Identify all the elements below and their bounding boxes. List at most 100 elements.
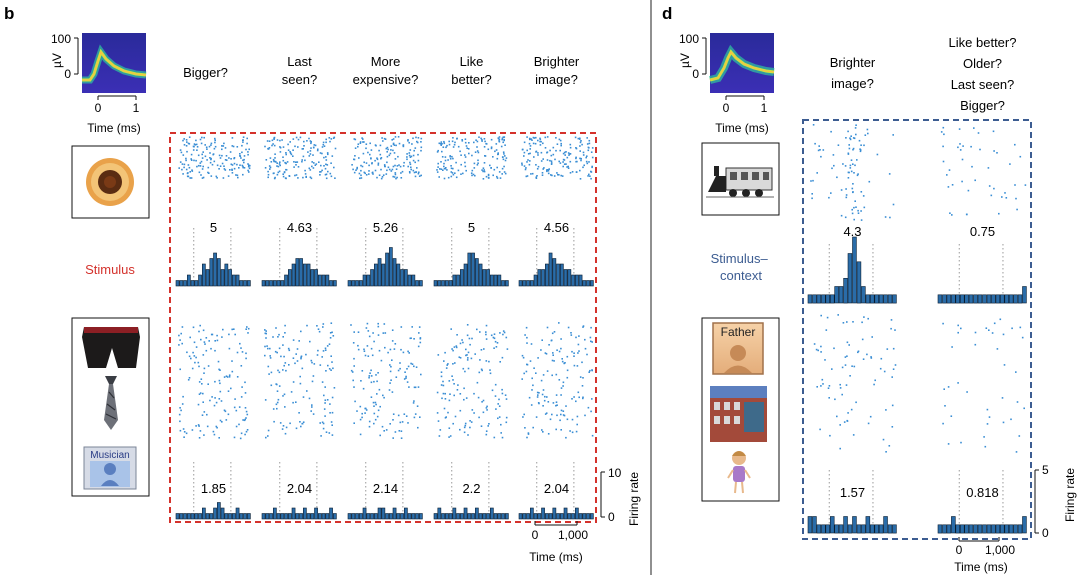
spike-dot: [295, 164, 297, 166]
spike-dot: [469, 343, 471, 346]
spike-dot: [267, 347, 269, 350]
spike-dot: [204, 155, 207, 158]
spike-dot: [216, 339, 219, 342]
spike-dot: [355, 169, 357, 171]
histogram-bar: [280, 280, 285, 287]
spike-dot: [436, 391, 439, 394]
x-axis-label: Time (ms): [954, 560, 1008, 574]
spike-dot: [405, 377, 407, 379]
spike-dot: [569, 143, 572, 146]
stimulus-image-train: [701, 142, 780, 216]
spike-dot: [544, 147, 547, 149]
spike-dot: [304, 169, 306, 172]
spike-dot: [446, 364, 448, 366]
spike-dot: [443, 162, 445, 165]
spike-dot: [560, 338, 562, 340]
spike-dot: [331, 155, 334, 157]
spike-dot: [436, 412, 439, 414]
spike-dot: [957, 382, 959, 384]
spike-dot: [538, 392, 540, 394]
spike-dot: [203, 372, 205, 374]
spike-dot: [851, 187, 854, 190]
peak-firing-rate: 1.85: [201, 481, 226, 496]
peak-firing-rate: 5: [210, 220, 217, 235]
spike-dot: [324, 349, 327, 351]
spike-dot: [178, 334, 180, 337]
spike-dot: [398, 142, 401, 145]
spike-dot: [544, 136, 547, 139]
spike-dot: [961, 180, 963, 183]
spike-dot: [526, 363, 528, 366]
histogram-bar: [1004, 524, 1009, 534]
spike-dot: [179, 429, 182, 432]
histogram-bar: [198, 513, 202, 520]
spike-dot: [551, 359, 554, 362]
spike-dot: [439, 429, 442, 431]
spike-dot: [942, 145, 944, 148]
spike-dot: [443, 140, 445, 143]
spike-dot: [463, 387, 465, 390]
spike-dot: [236, 351, 239, 354]
histogram-bar: [448, 280, 453, 287]
spike-dot: [403, 413, 406, 415]
spike-dot: [1016, 208, 1018, 211]
spike-dot: [401, 421, 404, 423]
spike-dot: [220, 400, 223, 402]
spike-dot: [1002, 421, 1005, 424]
waveform-y-tick: 100: [679, 32, 699, 46]
spike-dot: [492, 156, 494, 158]
spike-dot: [842, 322, 845, 324]
spike-dot: [543, 399, 546, 402]
spike-dot: [888, 173, 891, 175]
spike-dot: [506, 348, 509, 350]
spike-dot: [236, 163, 238, 166]
spike-dot: [550, 339, 553, 342]
spike-dot: [579, 150, 581, 152]
spike-dot: [494, 150, 496, 153]
histogram-bar: [235, 274, 240, 287]
question-header: Like better?: [451, 54, 491, 87]
spike-dot: [222, 177, 225, 179]
condition-column: 4.632.04: [261, 136, 337, 520]
spike-dot: [195, 346, 198, 348]
histogram-bar: [946, 524, 952, 534]
spike-dot: [235, 409, 238, 412]
spike-dot: [264, 167, 267, 169]
spike-dot: [820, 345, 822, 348]
spike-dot: [542, 389, 545, 391]
spike-dot: [853, 137, 856, 140]
spike-dot: [395, 168, 398, 170]
question-line: Last seen?: [951, 77, 1015, 92]
spike-dot: [546, 136, 549, 138]
spike-dot: [496, 157, 499, 160]
spike-dot: [417, 345, 420, 348]
histogram-bar: [955, 524, 960, 534]
spike-dot: [324, 399, 327, 401]
spike-dot: [817, 349, 819, 352]
spike-dot: [311, 165, 313, 168]
waveform-y-tick: 0: [64, 67, 71, 81]
spike-dot: [317, 349, 319, 352]
spike-dot: [549, 149, 551, 152]
spike-dot: [248, 164, 250, 166]
spike-dot: [225, 419, 228, 421]
spike-dot: [406, 368, 408, 370]
spike-dot: [563, 414, 566, 417]
spike-dot: [558, 174, 560, 176]
histogram-bar: [999, 524, 1005, 534]
spike-dot: [1011, 327, 1013, 330]
histogram-bar: [194, 280, 199, 287]
spike-dot: [580, 157, 582, 160]
spike-dot: [410, 155, 413, 158]
spike-dot: [853, 218, 855, 221]
spike-dot: [558, 350, 561, 353]
spike-dot: [214, 349, 216, 352]
spike-dot: [412, 154, 415, 157]
spike-dot: [540, 349, 542, 351]
spike-dot: [189, 177, 191, 179]
spike-dot: [192, 145, 195, 148]
spike-dot: [548, 344, 550, 346]
question-line: image?: [831, 76, 874, 91]
spike-dot: [820, 155, 822, 158]
spike-dot: [852, 434, 855, 436]
